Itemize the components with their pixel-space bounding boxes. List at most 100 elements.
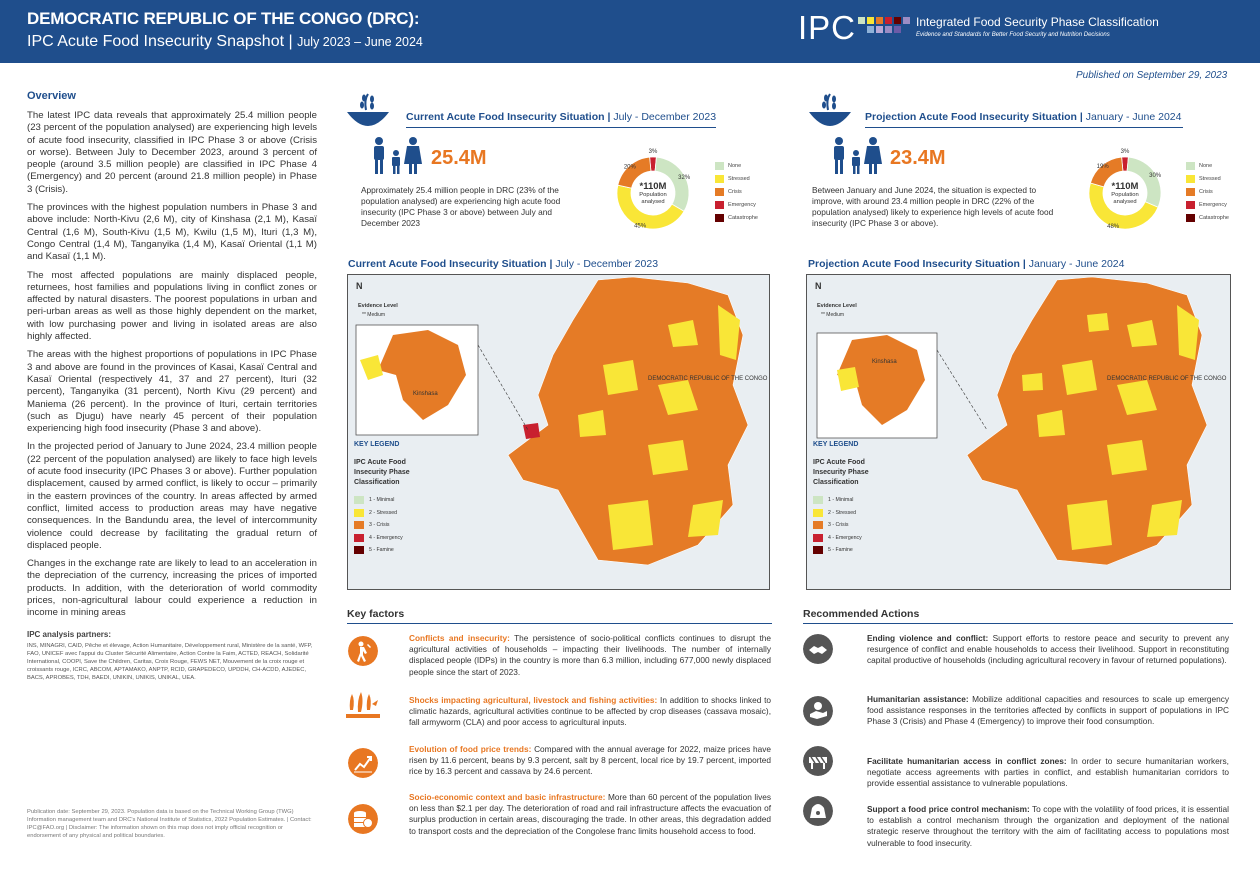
key-legend-item: 1 - Minimal	[354, 494, 464, 507]
pie-slice-label: 32%	[678, 175, 691, 181]
country-label: DEMOCRATIC REPUBLIC OF THE CONGO	[648, 376, 768, 382]
key-legend-swatch	[354, 546, 364, 555]
legend-label: Catastrophe	[1199, 214, 1229, 221]
legend-swatch	[715, 187, 724, 196]
legend-label: None	[1199, 162, 1213, 169]
overview-paragraph: The latest IPC data reveals that approxi…	[27, 110, 317, 195]
key-factor-item: Evolution of food price trends: Compared…	[409, 744, 771, 778]
publication-note: Publication date: September 29, 2023. Po…	[27, 809, 312, 839]
published-date: Published on September 29, 2023	[1076, 70, 1228, 81]
projection-period-text: January - June 2024	[1085, 111, 1182, 123]
legend-label: None	[728, 162, 742, 169]
pie-legend-item: None	[1186, 159, 1252, 172]
pie-legend-item: None	[715, 159, 775, 172]
key-legend-label: 3 - Crisis	[828, 522, 849, 529]
key-factor-text: Compared with the annual average for 202…	[409, 744, 771, 777]
key-factor-text: The persistence of socio-political confl…	[409, 633, 772, 677]
evidence-level-value: ** Medium	[362, 312, 385, 318]
current-period-text: July - December 2023	[613, 111, 717, 123]
price-trend-icon	[348, 748, 378, 778]
key-legend-item: 4 - Emergency	[354, 532, 464, 545]
current-key-legend: KEY LEGEND IPC Acute Food Insecurity Pha…	[354, 441, 464, 571]
legend-label: Stressed	[728, 175, 750, 182]
current-pie-center-label: Population analysed	[639, 192, 667, 205]
legend-swatch	[1186, 174, 1195, 183]
key-legend-swatch	[354, 533, 364, 542]
projection-description: Between January and June 2024, the situa…	[812, 185, 1054, 228]
pie-legend-item: Crisis	[715, 185, 775, 198]
evidence-medium: Medium	[826, 312, 845, 318]
key-legend-item: 2 - Stressed	[813, 507, 923, 520]
projection-pie-chart: 3% 30% 48% 19%	[1088, 149, 1162, 230]
recommended-title: Humanitarian assistance:	[867, 694, 969, 704]
food-bowl-icon	[809, 93, 851, 126]
legend-swatch	[1186, 200, 1195, 209]
current-map: DEMOCRATIC REPUBLIC OF THE CONGO Kinshas…	[347, 274, 770, 590]
conflict-icon	[348, 636, 378, 666]
page-subtitle: IPC Acute Food Insecurity Snapshot | Jul…	[27, 33, 423, 51]
key-legend-swatch	[813, 546, 823, 555]
current-population-number: 25.4M	[431, 147, 487, 169]
evidence-level-value: ** Medium	[821, 312, 844, 318]
current-pie-legend: None Stressed Crisis Emergency Catastrophe	[715, 159, 775, 224]
key-legend-list: 1 - Minimal 2 - Stressed 3 - Crisis 4 - Eme…	[813, 494, 923, 557]
key-legend-label: 3 - Crisis	[369, 522, 390, 529]
partners-list: INS, MINAGRI, CAID, Pêche et élevage, Ac…	[27, 642, 313, 682]
projection-population-number: 23.4M	[890, 147, 946, 169]
key-legend-list: 1 - Minimal 2 - Stressed 3 - Crisis 4 - Eme…	[354, 494, 464, 557]
legend-swatch	[715, 161, 724, 170]
recommended-text: Support efforts to restore peace and sec…	[867, 633, 1229, 666]
key-legend-heading: KEY LEGEND	[813, 441, 859, 448]
recommended-underline	[803, 623, 1233, 624]
projection-pie-center: *110M Population analysed	[1100, 181, 1150, 206]
projection-title-text: Projection Acute Food Insecurity Situati…	[865, 111, 1077, 123]
projection-map-drawing: DEMOCRATIC REPUBLIC OF THE CONGO Kinshas…	[807, 275, 1230, 589]
pie-legend-item: Stressed	[715, 172, 775, 185]
key-legend-swatch	[813, 508, 823, 517]
key-legend-label: 4 - Emergency	[828, 534, 862, 541]
subtitle-text: IPC Acute Food Insecurity Snapshot	[27, 33, 285, 50]
projection-pie-center-label: Population analysed	[1111, 192, 1139, 205]
key-legend-title: IPC Acute Food Insecurity Phase Classifi…	[354, 459, 410, 486]
legend-swatch	[1186, 213, 1195, 222]
current-description: Approximately 25.4 million people in DRC…	[361, 185, 561, 228]
key-legend-label: 1 - Minimal	[828, 497, 854, 504]
key-legend-item: 5 - Famine	[354, 544, 464, 557]
partners-heading: IPC analysis partners:	[27, 629, 112, 639]
evidence-level-title: Evidence Level	[358, 303, 398, 309]
projection-map-title: Projection Acute Food Insecurity Situati…	[808, 258, 1125, 270]
key-legend-item: 3 - Crisis	[813, 519, 923, 532]
overview-paragraph: The areas with the highest proportions o…	[27, 349, 317, 435]
crop-shock-icon	[346, 692, 380, 718]
legend-label: Emergency	[728, 201, 756, 208]
evidence-medium: Medium	[367, 312, 386, 318]
key-legend-swatch	[813, 521, 823, 530]
evidence-stars: **	[362, 312, 366, 318]
key-legend-item: 4 - Emergency	[813, 532, 923, 545]
legend-label: Emergency	[1199, 201, 1227, 208]
header-bar	[0, 0, 1260, 63]
north-arrow: N	[356, 281, 363, 291]
pie-legend-item: Crisis	[1186, 185, 1252, 198]
pie-slice-label: 45%	[634, 224, 647, 230]
key-legend-label: 1 - Minimal	[369, 497, 395, 504]
current-pie-chart: 3% 32% 45% 20%	[616, 149, 691, 230]
recommended-text: Mobilize additional capacities and resou…	[867, 694, 1230, 727]
pie-legend-item: Emergency	[1186, 198, 1252, 211]
pie-slice-label: 3%	[1121, 149, 1130, 155]
pie-slice-crisis	[1089, 156, 1124, 188]
key-factor-text: In addition to shocks linked to climatic…	[409, 695, 771, 728]
key-factor-title: Shocks impacting agricultural, livestock…	[409, 695, 658, 705]
key-factor-text: More than 60 percent of the population l…	[409, 792, 771, 836]
key-factor-title: Socio-economic context and basic infrast…	[409, 792, 606, 802]
overview-section: Overview The latest IPC data reveals tha…	[27, 90, 317, 683]
legend-label: Stressed	[1199, 175, 1221, 182]
key-factor-item: Socio-economic context and basic infrast…	[409, 792, 771, 837]
pie-slice-label: 19%	[1097, 164, 1110, 170]
ipc-logo-squares	[858, 17, 910, 33]
legend-swatch	[1186, 161, 1195, 170]
key-legend-item: 1 - Minimal	[813, 494, 923, 507]
key-legend-heading: KEY LEGEND	[354, 441, 400, 448]
pie-legend-item: Stressed	[1186, 172, 1252, 185]
key-legend-label: 2 - Stressed	[369, 509, 397, 516]
